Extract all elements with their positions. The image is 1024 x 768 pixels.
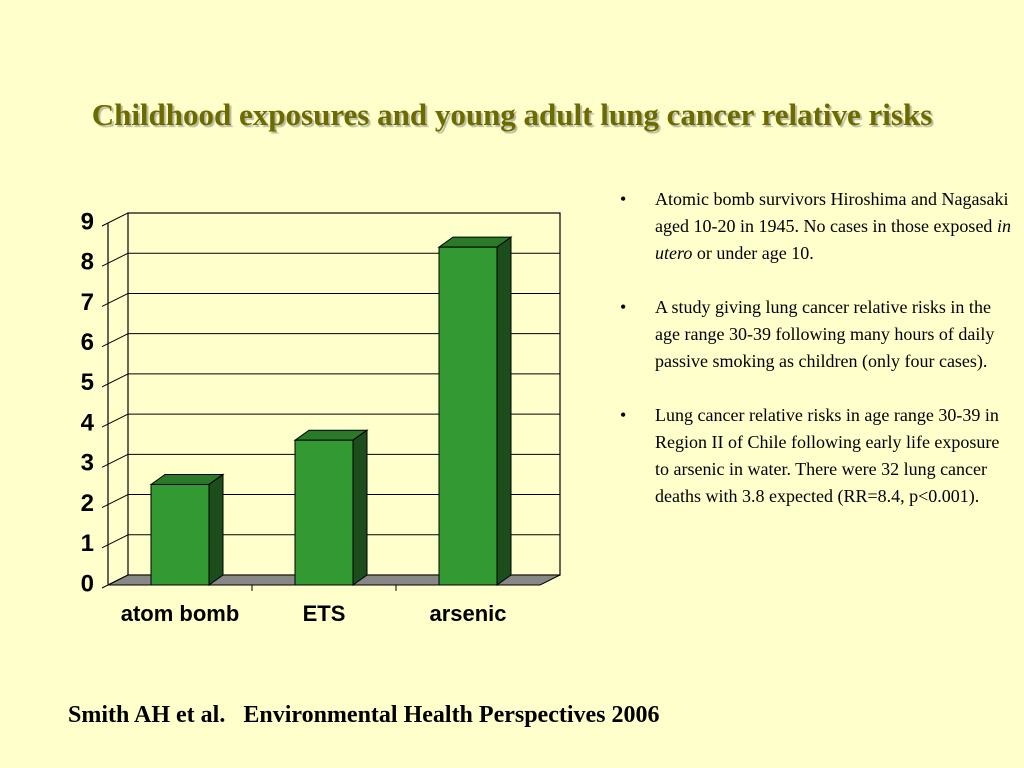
bar-side xyxy=(352,429,368,586)
bar-side xyxy=(208,473,224,586)
y-tick-label: 3 xyxy=(81,450,94,477)
y-tick-label: 9 xyxy=(81,208,94,235)
y-tick-label: 8 xyxy=(81,249,94,276)
bar-front xyxy=(150,483,210,586)
y-tick-label: 7 xyxy=(81,289,94,316)
y-tick xyxy=(101,373,129,388)
y-tick xyxy=(101,494,129,509)
x-tick-label: ETS xyxy=(302,601,346,626)
x-tick-label: arsenic xyxy=(429,601,507,626)
x-tick-label: atom bomb xyxy=(120,601,240,626)
bullet: Atomic bomb survivors Hiroshima and Naga… xyxy=(620,186,1015,267)
bar xyxy=(149,473,225,586)
bar-side xyxy=(496,236,512,586)
bullet-text: in utero xyxy=(655,216,1011,263)
y-tick xyxy=(101,534,129,549)
citation: Smith AH et al. Environmental Health Per… xyxy=(68,702,660,728)
bullet-text: A study giving lung cancer relative risk… xyxy=(655,297,995,371)
bullet-list: Atomic bomb survivors Hiroshima and Naga… xyxy=(620,186,1015,537)
y-tick-label: 5 xyxy=(81,369,94,396)
y-tick xyxy=(101,574,129,589)
chart: 0 1 2 3 4 5 6 7 8 9 xyxy=(81,208,561,597)
y-tick xyxy=(101,413,129,428)
y-tick xyxy=(101,453,129,468)
bar xyxy=(293,429,369,586)
y-tick xyxy=(101,252,129,267)
bullet-text: or under age 10. xyxy=(692,243,814,263)
y-tick xyxy=(101,333,129,348)
bullet-text: Lung cancer relative risks in age range … xyxy=(655,405,1000,506)
y-tick-label: 1 xyxy=(81,530,94,557)
y-tick-label: 0 xyxy=(81,570,94,597)
y-tick xyxy=(101,212,129,227)
y-tick xyxy=(101,292,129,307)
bar-front xyxy=(438,246,498,586)
slide-title: Childhood exposures and young adult lung… xyxy=(91,97,933,132)
y-tick-label: 2 xyxy=(81,490,94,517)
y-tick-label: 4 xyxy=(81,409,95,436)
bullet-text: Atomic bomb survivors Hiroshima and Naga… xyxy=(655,189,1009,236)
bar xyxy=(437,236,513,586)
bar-front xyxy=(294,439,354,586)
y-tick-label: 6 xyxy=(81,329,94,356)
bullet: Lung cancer relative risks in age range … xyxy=(620,402,1015,510)
bullet: A study giving lung cancer relative risk… xyxy=(620,294,1015,375)
